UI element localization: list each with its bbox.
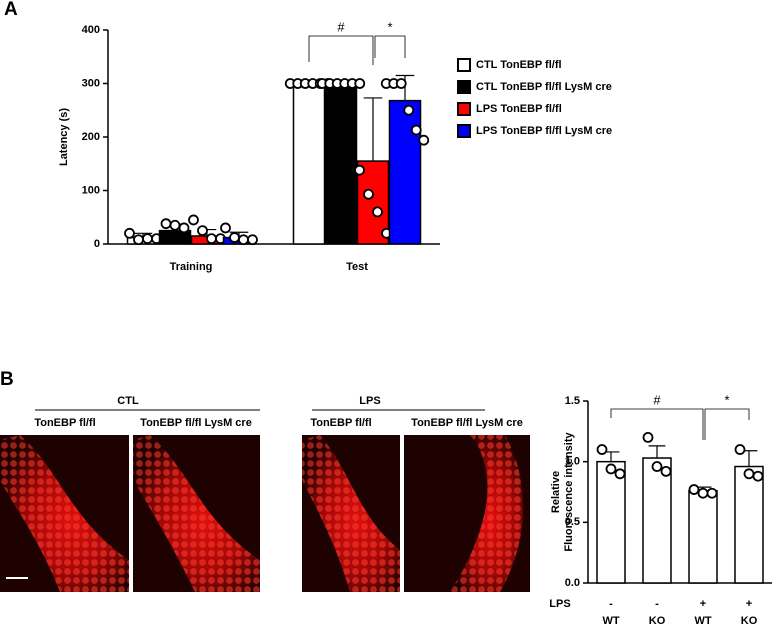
- data-point: [229, 232, 240, 243]
- lps-sign: +: [746, 598, 752, 610]
- image-label: TonEBP fl/fl: [310, 417, 371, 429]
- bar: [388, 99, 422, 245]
- data-point: [178, 222, 190, 234]
- significance-bracket: [704, 408, 750, 440]
- data-point: [403, 104, 415, 116]
- image: [302, 435, 400, 592]
- legend-label: LPS TonEBP fl/fl: [476, 103, 562, 115]
- lps-sign: -: [609, 598, 613, 610]
- group-label: CTL: [117, 395, 139, 407]
- y-axis-title: Latency (s): [58, 108, 70, 166]
- data-point: [752, 470, 764, 482]
- data-point: [614, 468, 626, 480]
- legend-label: CTL TonEBP fl/fl: [476, 59, 562, 71]
- data-point: [197, 225, 208, 237]
- data-point: [220, 222, 231, 234]
- data-point: [238, 234, 249, 246]
- significance-mark: #: [337, 19, 345, 34]
- group-label: LPS: [359, 395, 380, 407]
- significance-bracket: [308, 35, 374, 65]
- bar: [688, 490, 718, 584]
- data-point: [410, 124, 422, 136]
- data-point: [734, 444, 746, 455]
- image: [133, 435, 260, 592]
- significance-mark: *: [724, 392, 729, 407]
- y-tick-label: 0.5: [565, 516, 580, 528]
- image: [0, 435, 129, 592]
- x-tick-label: WT: [694, 615, 711, 626]
- x-tick-label: KO: [741, 615, 758, 626]
- lps-sign: -: [655, 598, 659, 610]
- data-point: [660, 465, 672, 477]
- image-label: TonEBP fl/fl LysM cre: [411, 417, 523, 429]
- y-tick-label: 400: [82, 24, 100, 36]
- data-point: [706, 487, 718, 499]
- data-point: [142, 233, 153, 245]
- panel-label: A: [4, 0, 18, 20]
- data-point: [354, 164, 365, 176]
- legend-swatch: [457, 102, 471, 116]
- row-label: LPS: [549, 598, 570, 610]
- y-axis-title: Relative: [550, 471, 562, 513]
- significance-bracket: [610, 408, 704, 440]
- data-point: [188, 214, 199, 226]
- data-point: [354, 78, 366, 89]
- significance-mark: #: [653, 392, 661, 407]
- micrographs: [0, 435, 530, 592]
- data-point: [743, 468, 755, 480]
- bar: [292, 82, 326, 245]
- data-point: [651, 461, 663, 472]
- x-tick-label: Test: [346, 261, 368, 273]
- significance-bracket: [374, 35, 406, 58]
- panel-label: B: [0, 369, 14, 390]
- lps-sign: +: [700, 598, 706, 610]
- x-tick-label: Training: [170, 261, 213, 273]
- legend-swatch: [457, 80, 471, 94]
- legend-swatch: [457, 58, 471, 72]
- bar: [596, 460, 626, 584]
- data-point: [160, 218, 172, 230]
- data-point: [206, 233, 217, 245]
- y-axis-title: Fluorescence intensity: [563, 432, 575, 552]
- data-point: [418, 134, 430, 146]
- data-point: [169, 219, 181, 231]
- image-label: TonEBP fl/fl LysM cre: [140, 417, 252, 429]
- data-point: [247, 234, 258, 246]
- data-point: [642, 431, 654, 443]
- data-point: [372, 206, 383, 218]
- bar: [642, 457, 672, 584]
- legend-swatch: [457, 124, 471, 138]
- y-tick-label: 300: [82, 77, 100, 89]
- data-point: [124, 227, 135, 239]
- data-point: [697, 487, 709, 499]
- x-tick-label: WT: [602, 615, 619, 626]
- y-tick-label: 100: [82, 184, 100, 196]
- bar: [324, 82, 358, 245]
- legend-label: CTL TonEBP fl/fl LysM cre: [476, 81, 612, 93]
- significance-mark: *: [387, 19, 392, 34]
- y-tick-label: 1.5: [565, 395, 580, 407]
- y-tick-label: 0: [94, 238, 100, 250]
- y-tick-label: 0.0: [565, 577, 580, 589]
- data-point: [395, 78, 407, 89]
- y-tick-label: 200: [82, 131, 100, 143]
- y-tick-label: 1.0: [565, 456, 580, 468]
- x-tick-label: KO: [649, 615, 666, 626]
- image-label: TonEBP fl/fl: [34, 417, 95, 429]
- bar: [734, 465, 764, 584]
- image: [404, 435, 530, 592]
- legend-label: LPS TonEBP fl/fl LysM cre: [476, 125, 612, 137]
- data-point: [363, 188, 374, 200]
- data-point: [688, 484, 700, 495]
- data-point: [596, 444, 608, 455]
- data-point: [133, 234, 144, 246]
- data-point: [605, 463, 617, 475]
